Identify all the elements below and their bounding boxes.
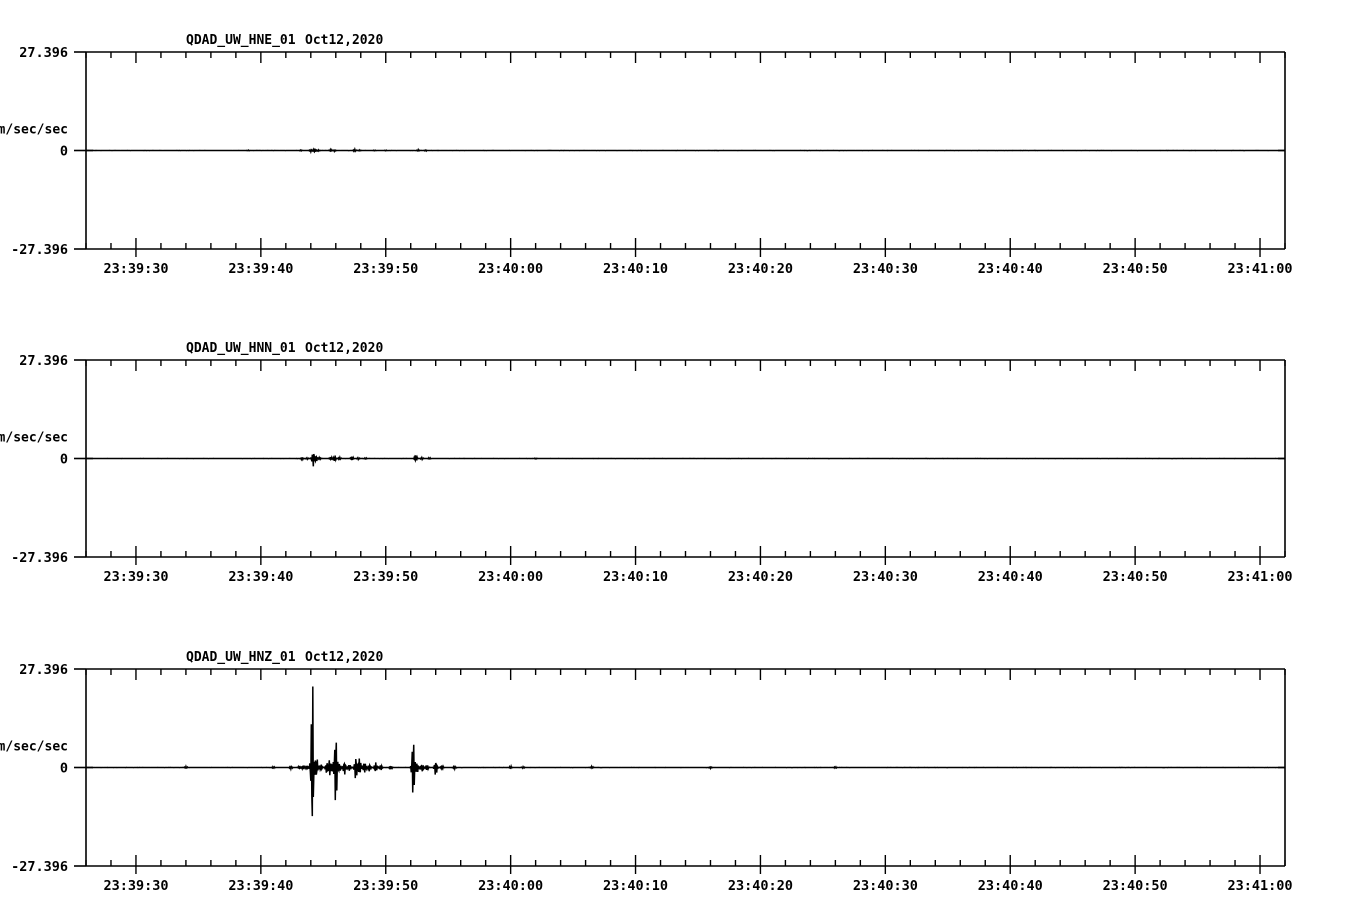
panel-date: Oct12,2020 xyxy=(305,341,383,356)
y-tick-label: 27.396 xyxy=(19,45,68,61)
x-tick-label: 23:40:00 xyxy=(478,569,543,585)
x-tick-label: 23:39:30 xyxy=(103,878,168,894)
x-axis-ticks xyxy=(85,360,1286,565)
y-tick-label: -27.396 xyxy=(11,550,68,566)
x-tick-label: 23:40:50 xyxy=(1103,569,1168,585)
x-tick-label: 23:41:00 xyxy=(1228,261,1293,277)
x-tick-label: 23:40:20 xyxy=(728,261,793,277)
x-tick-label: 23:39:50 xyxy=(353,569,418,585)
x-tick-label: 23:40:00 xyxy=(478,878,543,894)
x-tick-label: 23:41:00 xyxy=(1228,878,1293,894)
x-tick-label: 23:40:30 xyxy=(853,878,918,894)
x-tick-label: 23:40:10 xyxy=(603,261,668,277)
x-tick-label: 23:40:40 xyxy=(978,569,1043,585)
x-tick-label: 23:39:50 xyxy=(353,261,418,277)
x-tick-label: 23:40:10 xyxy=(603,878,668,894)
y-tick-label: 0 xyxy=(60,144,68,160)
x-tick-label: 23:40:20 xyxy=(728,878,793,894)
panel-title: QDAD_UW_HNZ_01 xyxy=(186,650,296,665)
x-tick-label: 23:40:10 xyxy=(603,569,668,585)
y-axis-unit-label: cm/sec/sec xyxy=(0,431,68,446)
y-tick-label: 0 xyxy=(60,761,68,777)
x-tick-label: 23:39:30 xyxy=(103,569,168,585)
waveform-trace xyxy=(85,453,1286,467)
trace-panel-hnz: QDAD_UW_HNZ_01 Oct12,2020 27.396 0 -27.396 cm… xyxy=(0,647,1358,909)
x-tick-label: 23:41:00 xyxy=(1228,569,1293,585)
x-tick-label: 23:40:30 xyxy=(853,569,918,585)
x-tick-label: 23:39:30 xyxy=(103,261,168,277)
y-tick-label: -27.396 xyxy=(11,242,68,258)
waveform-trace xyxy=(85,686,1286,817)
x-axis-ticks xyxy=(85,669,1286,874)
y-tick-label: -27.396 xyxy=(11,859,68,875)
x-axis-ticks xyxy=(85,52,1286,257)
y-tick-label: 27.396 xyxy=(19,662,68,678)
x-tick-label: 23:40:30 xyxy=(853,261,918,277)
panel-title: QDAD_UW_HNN_01 xyxy=(186,341,296,356)
panel-date: Oct12,2020 xyxy=(305,650,383,665)
x-tick-label: 23:40:00 xyxy=(478,261,543,277)
waveform-trace xyxy=(85,146,1286,155)
y-tick-label: 0 xyxy=(60,452,68,468)
x-tick-label: 23:40:40 xyxy=(978,261,1043,277)
trace-panel-hne: QDAD_UW_HNE_01 Oct12,2020 27.396 0 -27.396 cm… xyxy=(0,30,1358,292)
y-axis-unit-label: cm/sec/sec xyxy=(0,123,68,138)
trace-panel-hnn: QDAD_UW_HNN_01 Oct12,2020 27.396 0 -27.396 cm… xyxy=(0,338,1358,600)
x-tick-label: 23:40:40 xyxy=(978,878,1043,894)
y-axis-unit-label: cm/sec/sec xyxy=(0,740,68,755)
x-tick-label: 23:40:50 xyxy=(1103,261,1168,277)
x-tick-label: 23:39:40 xyxy=(228,569,293,585)
x-tick-label: 23:39:40 xyxy=(228,261,293,277)
x-tick-label: 23:39:40 xyxy=(228,878,293,894)
x-tick-label: 23:40:50 xyxy=(1103,878,1168,894)
panel-title: QDAD_UW_HNE_01 xyxy=(186,33,296,48)
x-tick-label: 23:39:50 xyxy=(353,878,418,894)
x-tick-label: 23:40:20 xyxy=(728,569,793,585)
panel-date: Oct12,2020 xyxy=(305,33,383,48)
y-tick-label: 27.396 xyxy=(19,353,68,369)
